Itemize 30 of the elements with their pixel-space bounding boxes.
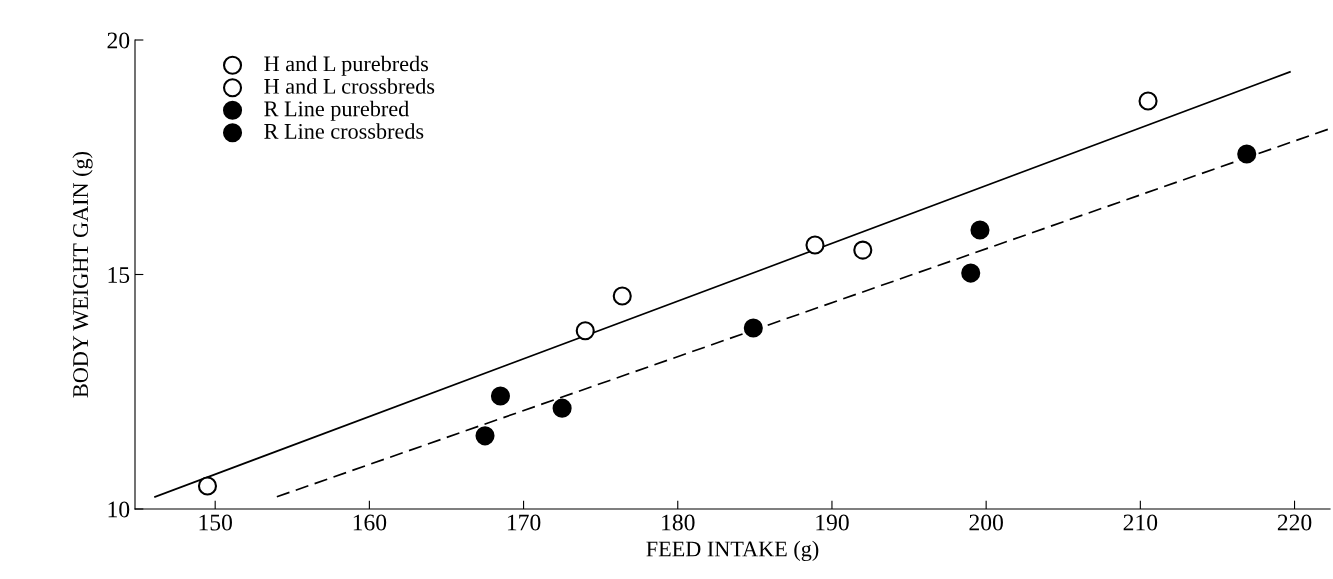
point — [197, 476, 218, 496]
x-tick-label: 160 — [353, 514, 387, 531]
x-tick-label: 190 — [816, 514, 849, 531]
y-tick-label: 15 — [108, 267, 130, 283]
point — [853, 240, 873, 260]
legend-label: H and L crossbreds — [264, 78, 435, 94]
point — [552, 398, 572, 418]
y-tick-label: 20 — [107, 32, 130, 49]
x-tick-label: 180 — [662, 514, 695, 531]
x-tick-label: 220 — [1277, 514, 1312, 531]
y-axis-title: BODY WEIGHT GAIN (g) — [72, 151, 93, 398]
point — [1237, 144, 1257, 164]
point — [612, 286, 632, 306]
x-tick-label: 170 — [507, 514, 541, 531]
point — [475, 426, 495, 446]
legend-label: R Line crossbreds — [264, 123, 424, 139]
point — [970, 220, 990, 240]
x-axis-title: FEED INTAKE (g) — [646, 540, 819, 562]
point — [575, 321, 595, 341]
y-tick-label: 10 — [108, 501, 130, 518]
legend-label: H and L purebreds — [264, 55, 428, 76]
legend-label: R Line purebred — [264, 100, 409, 121]
x-tick-label: 210 — [1123, 514, 1158, 531]
x-tick-label: 150 — [199, 514, 232, 531]
point — [1138, 91, 1158, 111]
point — [961, 263, 981, 283]
point — [490, 386, 510, 406]
point — [805, 235, 825, 255]
x-tick-label: 200 — [969, 514, 1003, 531]
point — [743, 318, 763, 338]
